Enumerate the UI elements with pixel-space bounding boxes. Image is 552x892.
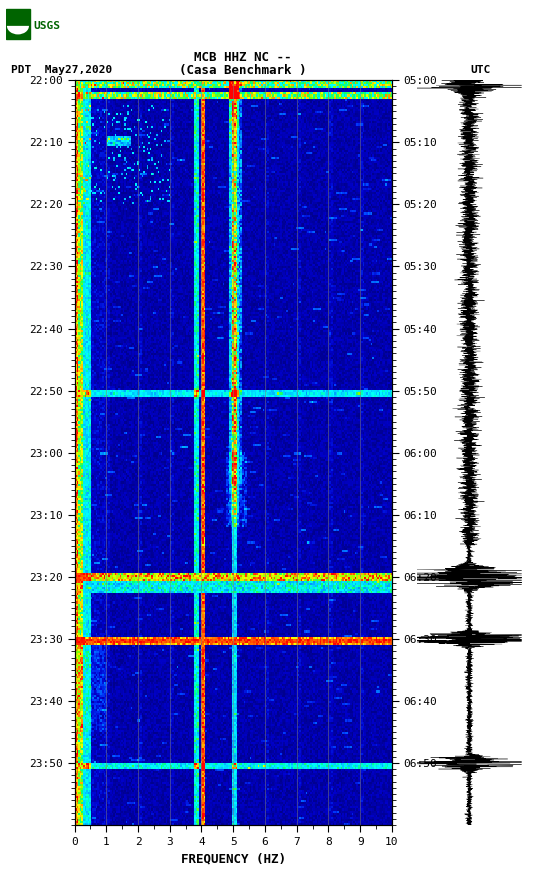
Bar (6, 9, 30, 38)
Text: USGS: USGS (33, 21, 60, 31)
Text: (Casa Benchmark ): (Casa Benchmark ) (179, 64, 306, 77)
Text: MCB HHZ NC --: MCB HHZ NC -- (194, 51, 291, 63)
X-axis label: FREQUENCY (HZ): FREQUENCY (HZ) (181, 853, 286, 865)
Text: PDT  May27,2020: PDT May27,2020 (11, 65, 112, 76)
Wedge shape (7, 26, 29, 35)
Text: UTC: UTC (470, 65, 490, 76)
